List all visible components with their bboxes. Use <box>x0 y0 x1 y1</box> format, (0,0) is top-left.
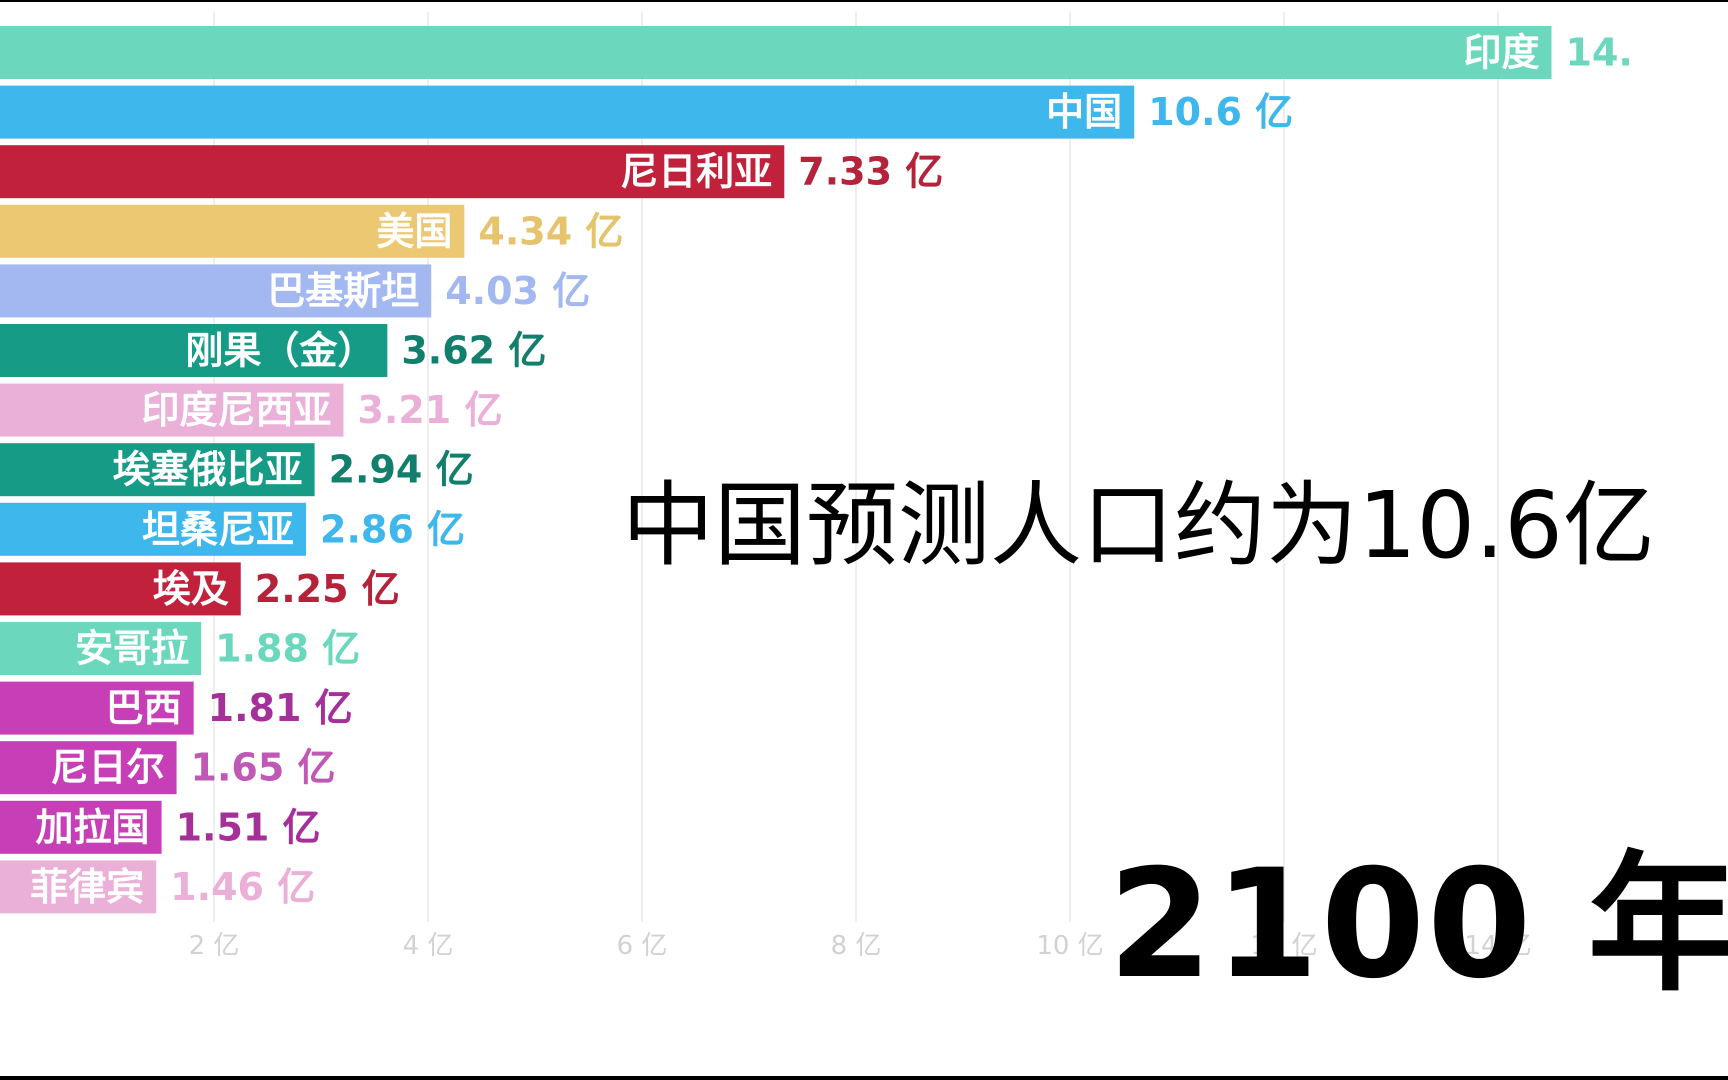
bar-value-label: 3.21 亿 <box>357 388 502 432</box>
bar-value-label: 2.86 亿 <box>320 507 465 551</box>
bar-category-label: 菲律宾 <box>30 865 144 909</box>
bar-value-label: 1.88 亿 <box>215 627 360 671</box>
x-tick-label: 10 亿 <box>1036 931 1103 961</box>
bar <box>0 681 194 735</box>
bar-category-label: 尼日尔 <box>51 746 165 790</box>
x-tick-label: 4 亿 <box>403 931 454 961</box>
x-tick-label: 2 亿 <box>189 931 240 961</box>
bar-value-label: 2.94 亿 <box>329 448 474 492</box>
bar-category-label: 埃塞俄比亚 <box>113 448 303 492</box>
bar-value-label: 1.51 亿 <box>176 805 321 849</box>
bar-category-label: 埃及 <box>153 567 229 611</box>
bar <box>0 562 241 616</box>
bar-value-label: 2.25 亿 <box>255 567 400 611</box>
bar-category-label: 巴基斯坦 <box>267 269 419 313</box>
x-tick-label: 14 亿 <box>1464 931 1531 961</box>
bar <box>0 264 432 318</box>
x-tick-label: 8 亿 <box>831 931 882 961</box>
bar-category-label: 印度尼西亚 <box>141 388 331 432</box>
bar-value-label: 4.03 亿 <box>445 269 590 313</box>
bar-category-label: 尼日利亚 <box>620 150 772 194</box>
bar <box>0 860 157 914</box>
bar-value-label: 7.33 亿 <box>798 150 943 194</box>
bar <box>0 800 162 854</box>
x-axis-ticks: 2 亿 4 亿 6 亿 8 亿 10 亿 12 亿 14 亿 <box>189 931 1532 961</box>
bar-category-label: 刚果（金） <box>185 329 375 373</box>
bar-value-label: 1.46 亿 <box>170 865 315 909</box>
bar-value-label: 3.62 亿 <box>401 329 546 373</box>
x-tick-label: 12 亿 <box>1250 931 1317 961</box>
bar <box>0 145 785 199</box>
bar <box>0 26 1552 79</box>
bar <box>0 741 177 795</box>
bar-value-label: 1.65 亿 <box>191 746 336 790</box>
bar-value-label: 10.6 亿 <box>1148 90 1293 134</box>
bar <box>0 204 465 258</box>
bar-value-label: 14. <box>1566 31 1633 75</box>
bar-value-label: 1.81 亿 <box>208 686 353 730</box>
bar-category-label: 坦桑尼亚 <box>142 507 294 551</box>
bar-category-label: 美国 <box>376 209 452 253</box>
year-label: 2100 年 <box>1108 838 1728 1012</box>
bar <box>0 622 202 675</box>
bar <box>0 85 1135 139</box>
bar-category-label: 巴西 <box>106 686 182 730</box>
bar-category-label: 印度 <box>1463 31 1539 75</box>
headline-text: 中国预测人口约为10.6亿 <box>622 472 1655 579</box>
bar <box>0 443 315 497</box>
bar-category-label: 安哥拉 <box>75 627 189 671</box>
bar-category-label: 中国 <box>1046 90 1122 134</box>
bar-value-label: 4.34 亿 <box>478 209 623 253</box>
bar-category-label: 加拉国 <box>36 805 150 849</box>
bar <box>0 383 344 437</box>
x-tick-label: 6 亿 <box>617 931 668 961</box>
bar <box>0 324 388 377</box>
bar <box>0 502 307 556</box>
